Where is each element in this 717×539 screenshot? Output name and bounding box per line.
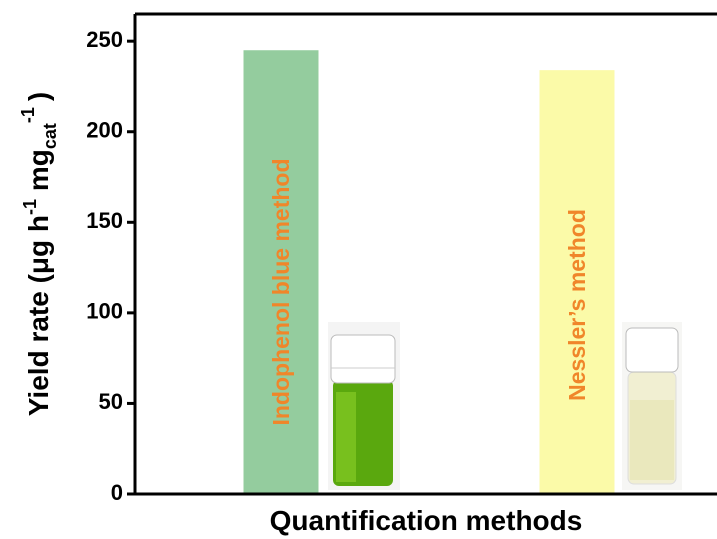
bar-label: Indophenol blue method	[268, 158, 294, 425]
y-tick-label: 100	[86, 299, 123, 324]
vial-photo	[328, 322, 400, 490]
bar-label: Nessler’s method	[564, 209, 590, 401]
y-tick-label: 250	[86, 27, 123, 52]
chart: Quantification methods Yield rate (μg h-…	[0, 0, 717, 539]
vial-photo	[622, 322, 682, 490]
y-tick-label: 200	[86, 118, 123, 143]
y-tick-label: 0	[111, 480, 123, 505]
y-label-part: mg	[23, 149, 54, 199]
x-axis-label: Quantification methods	[270, 505, 583, 536]
y-tick-label: 150	[86, 208, 123, 233]
y-label-part: Yield rate (μg h	[23, 215, 54, 416]
y-label-part: cat	[40, 123, 60, 149]
y-label-part: -1	[18, 107, 38, 123]
y-label-part: )	[23, 92, 54, 101]
y-tick-label: 50	[99, 389, 123, 414]
y-label-part: -1	[20, 199, 40, 215]
y-axis-label: Yield rate (μg h-1 mgcat-1)	[18, 92, 60, 416]
